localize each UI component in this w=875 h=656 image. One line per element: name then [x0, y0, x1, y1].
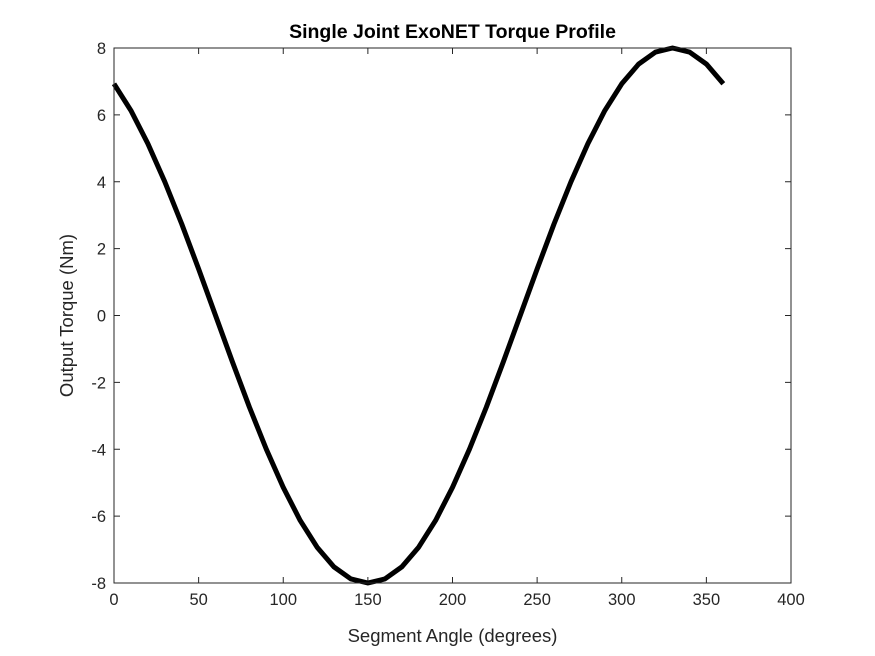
y-tick-label: -2 — [91, 374, 106, 392]
y-tick-label: 2 — [97, 241, 106, 259]
chart-title: Single Joint ExoNET Torque Profile — [289, 21, 616, 43]
y-tick-label: 4 — [97, 174, 106, 192]
series-layer — [111, 45, 726, 586]
x-tick-label: 100 — [269, 591, 297, 609]
y-tick-label: 0 — [97, 308, 106, 326]
y-tick-label: 6 — [97, 107, 106, 125]
y-tick-label: -8 — [91, 575, 106, 593]
torque-series-line — [111, 45, 726, 586]
x-tick-label: 0 — [109, 591, 118, 609]
axes-box — [113, 47, 792, 584]
x-tick-label: 150 — [354, 591, 382, 609]
y-tick-label: -4 — [91, 441, 106, 459]
y-tick-label: -6 — [91, 508, 106, 526]
y-axis-title: Output Torque (Nm) — [56, 234, 77, 397]
x-tick-label: 200 — [439, 591, 467, 609]
x-tick-label: 350 — [693, 591, 721, 609]
x-tick-label: 250 — [523, 591, 551, 609]
x-tick-label: 300 — [608, 591, 636, 609]
axis-tick-labels: 0 50 100 150 200 250 300 350 400 -8 -6 -4 -2 0 2 4 6 8 — [91, 40, 804, 609]
plot-area — [114, 48, 791, 583]
y-tick-label: 8 — [97, 40, 106, 58]
x-tick-label: 400 — [777, 591, 805, 609]
x-axis-title: Segment Angle (degrees) — [348, 625, 558, 646]
x-tick-label: 50 — [189, 591, 207, 609]
